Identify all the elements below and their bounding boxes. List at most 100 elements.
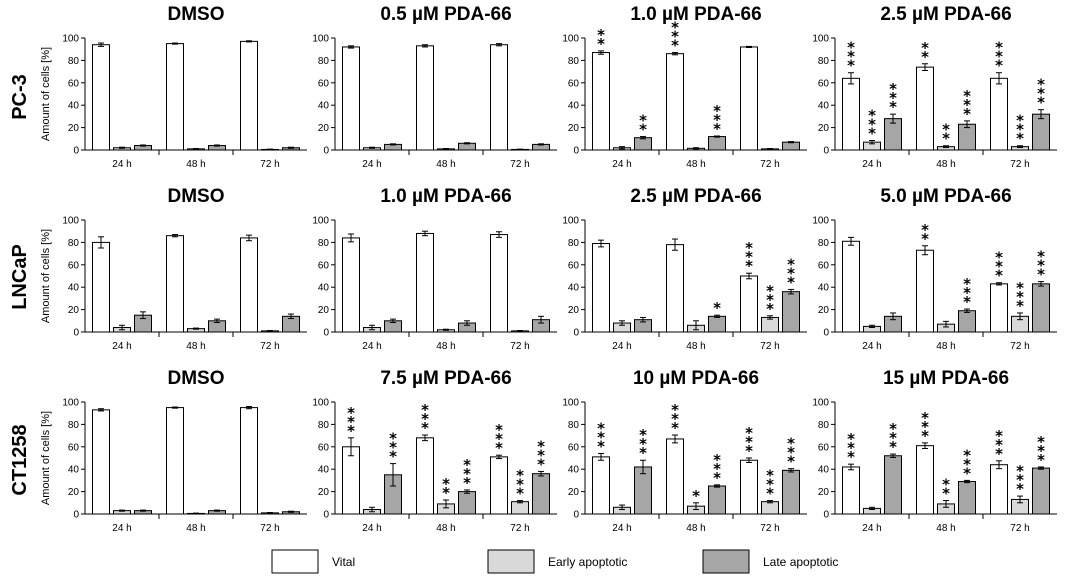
significance-star: * bbox=[389, 430, 397, 448]
significance-star: * bbox=[942, 485, 950, 503]
bar-late bbox=[708, 315, 726, 333]
x-tick-label: 48 h bbox=[936, 523, 955, 534]
significance-star: * bbox=[347, 404, 355, 422]
significance-star: * bbox=[495, 430, 503, 448]
bar-vital bbox=[666, 244, 684, 333]
chart-panels: DMSO Amount of cells [%] 0 20 40 60 80 100 24 h 4… bbox=[40, 4, 1057, 534]
y-tick-label: 40 bbox=[818, 101, 830, 112]
significance-star: * bbox=[1016, 288, 1024, 306]
bar-vital bbox=[240, 407, 258, 515]
x-tick-label: 24 h bbox=[862, 159, 881, 170]
y-tick-label: 80 bbox=[68, 420, 80, 431]
significance-star: * bbox=[745, 442, 753, 460]
y-tick-label: 80 bbox=[68, 238, 80, 249]
significance-star: * bbox=[389, 439, 397, 457]
bar-vital bbox=[916, 66, 934, 151]
bar-vital bbox=[990, 77, 1008, 151]
significance-star: * bbox=[766, 300, 774, 318]
y-tick-label: 80 bbox=[68, 56, 80, 67]
x-tick-label: 72 h bbox=[260, 159, 279, 170]
y-tick-label: 40 bbox=[318, 465, 330, 476]
x-tick-label: 72 h bbox=[510, 341, 529, 352]
significance-star: * bbox=[766, 476, 774, 494]
y-tick-label: 60 bbox=[568, 78, 580, 89]
significance-star: * bbox=[921, 418, 929, 436]
significance-star: * bbox=[1037, 94, 1045, 112]
y-tick-label: 40 bbox=[318, 101, 330, 112]
significance-star: * bbox=[1016, 297, 1024, 315]
y-tick-label: 0 bbox=[573, 146, 579, 157]
bar-vital bbox=[666, 53, 684, 151]
x-tick-label: 48 h bbox=[436, 523, 455, 534]
bar-vital bbox=[416, 45, 434, 151]
bar-vital bbox=[740, 275, 758, 333]
significance-star: * bbox=[942, 121, 950, 139]
significance-star: * bbox=[995, 48, 1003, 66]
significance-star: * bbox=[868, 115, 876, 133]
significance-star: * bbox=[787, 273, 795, 291]
y-tick-label: 100 bbox=[562, 34, 579, 45]
y-tick-label: 60 bbox=[568, 442, 580, 453]
x-tick-label: 48 h bbox=[686, 341, 705, 352]
significance-star: * bbox=[516, 485, 524, 503]
bar-vital bbox=[240, 237, 258, 333]
significance-star: * bbox=[868, 106, 876, 124]
chart-title: DMSO bbox=[168, 368, 225, 389]
significance-star: * bbox=[995, 436, 1003, 454]
significance-star: * bbox=[963, 105, 971, 123]
y-tick-label: 100 bbox=[562, 398, 579, 409]
significance-star: * bbox=[537, 455, 545, 473]
significance-star: * bbox=[995, 249, 1003, 267]
y-tick-label: 40 bbox=[818, 283, 830, 294]
bar-late bbox=[782, 291, 800, 333]
bar-vital bbox=[990, 464, 1008, 515]
significance-star: * bbox=[1037, 442, 1045, 460]
x-tick-label: 72 h bbox=[760, 523, 779, 534]
bar-vital bbox=[740, 46, 758, 151]
x-tick-label: 72 h bbox=[760, 341, 779, 352]
y-tick-label: 60 bbox=[318, 260, 330, 271]
bar-late bbox=[958, 481, 976, 515]
y-axis-label: Amount of cells [%] bbox=[40, 47, 52, 141]
significance-star: * bbox=[347, 413, 355, 431]
significance-star: * bbox=[671, 28, 679, 46]
x-tick-label: 72 h bbox=[1010, 523, 1029, 534]
y-tick-label: 60 bbox=[68, 78, 80, 89]
significance-star: * bbox=[713, 120, 721, 138]
bar-vital bbox=[842, 77, 860, 151]
y-tick-label: 20 bbox=[68, 487, 80, 498]
significance-star: * bbox=[847, 448, 855, 466]
bar-vital bbox=[842, 466, 860, 515]
y-tick-label: 60 bbox=[818, 442, 830, 453]
bar-late bbox=[958, 123, 976, 151]
y-tick-label: 20 bbox=[68, 123, 80, 134]
x-tick-label: 72 h bbox=[510, 523, 529, 534]
y-tick-label: 100 bbox=[62, 216, 79, 227]
significance-star: * bbox=[963, 87, 971, 105]
bar-early bbox=[761, 316, 779, 333]
y-tick-label: 20 bbox=[568, 487, 580, 498]
y-tick-label: 60 bbox=[818, 78, 830, 89]
significance-star: * bbox=[963, 446, 971, 464]
significance-star: * bbox=[463, 456, 471, 474]
significance-star: * bbox=[745, 248, 753, 266]
y-tick-label: 60 bbox=[68, 442, 80, 453]
x-tick-label: 24 h bbox=[112, 341, 131, 352]
bar-vital bbox=[416, 232, 434, 333]
chart-title: 10 µM PDA-66 bbox=[633, 368, 759, 389]
significance-star: * bbox=[995, 39, 1003, 57]
y-tick-label: 20 bbox=[818, 487, 830, 498]
significance-star: * bbox=[995, 445, 1003, 463]
significance-star: * bbox=[516, 476, 524, 494]
bar-late bbox=[1032, 113, 1050, 151]
chart-title: 1.0 µM PDA-66 bbox=[630, 4, 761, 25]
y-tick-label: 80 bbox=[568, 420, 580, 431]
bar-late bbox=[884, 455, 902, 515]
y-tick-label: 20 bbox=[68, 305, 80, 316]
y-tick-label: 100 bbox=[562, 216, 579, 227]
y-tick-label: 20 bbox=[318, 123, 330, 134]
significance-star: * bbox=[671, 19, 679, 37]
significance-star: * bbox=[1016, 462, 1024, 480]
